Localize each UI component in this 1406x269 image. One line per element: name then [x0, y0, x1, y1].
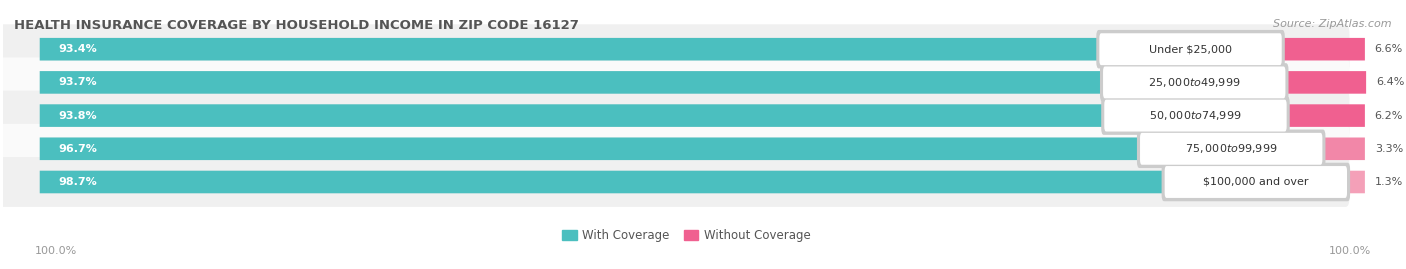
Text: Under $25,000: Under $25,000 — [1149, 44, 1232, 54]
Text: 93.4%: 93.4% — [58, 44, 97, 54]
FancyBboxPatch shape — [0, 157, 1350, 207]
Text: $50,000 to $74,999: $50,000 to $74,999 — [1149, 109, 1241, 122]
Text: 93.7%: 93.7% — [58, 77, 97, 87]
FancyBboxPatch shape — [1104, 100, 1286, 132]
FancyBboxPatch shape — [1324, 137, 1365, 160]
FancyBboxPatch shape — [1161, 163, 1350, 201]
Text: $100,000 and over: $100,000 and over — [1204, 177, 1309, 187]
FancyBboxPatch shape — [1137, 130, 1326, 168]
FancyBboxPatch shape — [1164, 166, 1347, 198]
FancyBboxPatch shape — [39, 104, 1195, 127]
FancyBboxPatch shape — [39, 71, 1272, 94]
FancyBboxPatch shape — [0, 58, 1350, 107]
FancyBboxPatch shape — [39, 38, 1272, 61]
FancyBboxPatch shape — [39, 38, 1191, 61]
Text: 93.8%: 93.8% — [58, 111, 97, 121]
FancyBboxPatch shape — [1284, 38, 1365, 61]
Text: $25,000 to $49,999: $25,000 to $49,999 — [1147, 76, 1240, 89]
FancyBboxPatch shape — [39, 171, 1272, 193]
FancyBboxPatch shape — [1101, 96, 1289, 135]
FancyBboxPatch shape — [1104, 66, 1285, 98]
FancyBboxPatch shape — [1140, 133, 1323, 165]
FancyBboxPatch shape — [1288, 71, 1367, 94]
FancyBboxPatch shape — [0, 24, 1350, 74]
FancyBboxPatch shape — [39, 71, 1194, 94]
Text: 100.0%: 100.0% — [35, 246, 77, 256]
Text: 96.7%: 96.7% — [58, 144, 97, 154]
FancyBboxPatch shape — [0, 91, 1350, 140]
Text: Source: ZipAtlas.com: Source: ZipAtlas.com — [1274, 19, 1392, 29]
Text: 98.7%: 98.7% — [58, 177, 97, 187]
FancyBboxPatch shape — [1097, 30, 1285, 68]
Text: 6.6%: 6.6% — [1375, 44, 1403, 54]
FancyBboxPatch shape — [0, 124, 1350, 174]
FancyBboxPatch shape — [39, 104, 1272, 127]
FancyBboxPatch shape — [39, 137, 1272, 160]
FancyBboxPatch shape — [1348, 171, 1365, 193]
FancyBboxPatch shape — [39, 171, 1256, 193]
Text: 1.3%: 1.3% — [1375, 177, 1403, 187]
Text: HEALTH INSURANCE COVERAGE BY HOUSEHOLD INCOME IN ZIP CODE 16127: HEALTH INSURANCE COVERAGE BY HOUSEHOLD I… — [14, 19, 579, 32]
Text: $75,000 to $99,999: $75,000 to $99,999 — [1185, 142, 1278, 155]
FancyBboxPatch shape — [1099, 33, 1282, 65]
FancyBboxPatch shape — [1288, 104, 1365, 127]
Text: 6.2%: 6.2% — [1375, 111, 1403, 121]
Text: 6.4%: 6.4% — [1376, 77, 1405, 87]
Text: 3.3%: 3.3% — [1375, 144, 1403, 154]
Legend: With Coverage, Without Coverage: With Coverage, Without Coverage — [558, 224, 815, 247]
Text: 100.0%: 100.0% — [1329, 246, 1371, 256]
FancyBboxPatch shape — [1099, 63, 1288, 102]
FancyBboxPatch shape — [39, 137, 1232, 160]
